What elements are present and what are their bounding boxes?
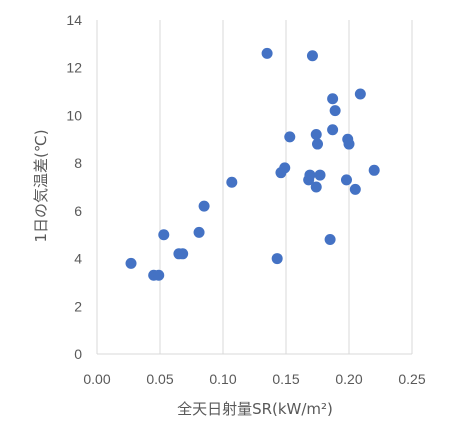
data-point xyxy=(284,131,296,143)
y-tick-label: 2 xyxy=(74,298,82,314)
y-tick-label: 0 xyxy=(74,346,82,362)
x-tick-label: 0.10 xyxy=(209,371,236,387)
data-point xyxy=(261,47,273,59)
axes xyxy=(96,20,412,355)
y-tick-label: 14 xyxy=(66,12,82,28)
data-point xyxy=(193,226,205,238)
data-point xyxy=(327,93,339,105)
x-tick-label: 0.25 xyxy=(398,371,425,387)
data-point xyxy=(314,169,326,181)
x-tick-label: 0.20 xyxy=(335,371,362,387)
data-point xyxy=(310,181,322,193)
data-point xyxy=(177,248,189,260)
data-point xyxy=(158,229,170,241)
data-point xyxy=(343,138,355,150)
y-axis-title: 1日の気温差(℃) xyxy=(32,129,50,242)
data-point xyxy=(310,129,322,141)
x-tick-label: 0.15 xyxy=(272,371,299,387)
y-tick-label: 8 xyxy=(74,155,82,171)
data-point xyxy=(198,200,210,212)
data-point xyxy=(354,88,366,100)
x-tick-label: 0.00 xyxy=(83,371,110,387)
data-point xyxy=(306,50,318,62)
x-tick-labels: 0.00 0.05 0.10 0.15 0.20 0.25 xyxy=(83,371,425,387)
data-point xyxy=(279,162,291,174)
data-point xyxy=(368,164,380,176)
data-point xyxy=(349,183,361,195)
x-axis-title: 全天日射量SR(kW/m²) xyxy=(177,400,333,418)
y-tick-label: 10 xyxy=(66,107,82,123)
data-point xyxy=(340,174,352,186)
y-tick-label: 12 xyxy=(66,60,82,76)
data-point xyxy=(226,176,238,188)
y-tick-label: 6 xyxy=(74,203,82,219)
data-point xyxy=(125,257,137,269)
y-tick-labels: 0 2 4 6 8 10 12 14 xyxy=(66,12,82,362)
data-points xyxy=(125,47,380,281)
x-tick-label: 0.05 xyxy=(146,371,173,387)
grid-lines xyxy=(159,20,413,354)
data-point xyxy=(324,233,336,245)
data-point xyxy=(312,138,323,150)
data-point xyxy=(153,269,165,281)
data-point xyxy=(304,169,316,181)
data-point xyxy=(329,105,341,117)
data-point xyxy=(327,124,339,136)
y-tick-label: 4 xyxy=(74,251,82,267)
data-point xyxy=(271,253,283,265)
